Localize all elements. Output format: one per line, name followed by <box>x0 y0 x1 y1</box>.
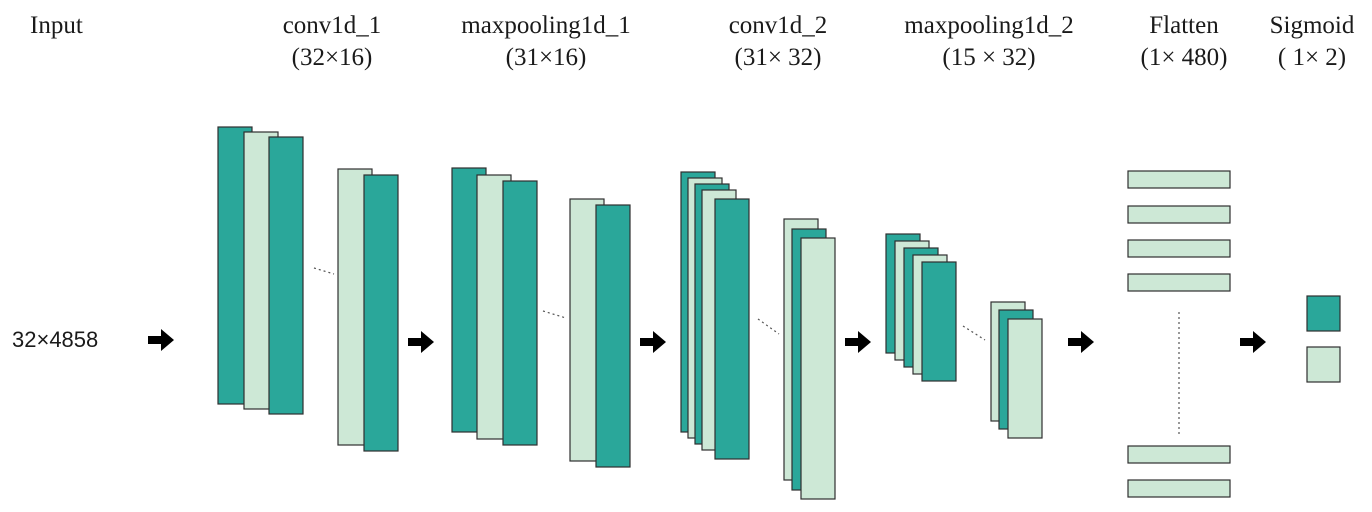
dotted-connector <box>542 310 567 319</box>
layer-name: maxpooling1d_1 <box>461 12 631 39</box>
layer-header-flatten: Flatten (1× 480) <box>1120 10 1248 74</box>
sigmoid-units <box>1306 295 1341 383</box>
layer-name: Sigmoid <box>1269 12 1355 39</box>
layer-header-maxpooling1d-2: maxpooling1d_2 (15 × 32) <box>882 10 1096 74</box>
layer-header-sigmoid: Sigmoid ( 1× 2) <box>1254 10 1370 74</box>
feature-map <box>595 204 631 468</box>
layer-shape: (15 × 32) <box>942 44 1036 71</box>
conv1d-2-feature-maps-last <box>783 218 836 500</box>
layer-shape: (31× 32) <box>734 44 822 71</box>
dotted-connector <box>757 318 780 335</box>
layer-header-conv1d-2: conv1d_2 (31× 32) <box>708 10 848 74</box>
layer-header-conv1d-1: conv1d_1 (32×16) <box>262 10 402 74</box>
flatten-unit <box>1127 170 1231 189</box>
feature-map <box>363 174 399 452</box>
layer-name: conv1d_1 <box>282 12 382 39</box>
feature-map <box>800 237 836 500</box>
sigmoid-unit <box>1306 346 1341 383</box>
flatten-unit <box>1127 445 1231 464</box>
conv1d-1-feature-maps <box>217 126 304 415</box>
arrow-icon <box>1068 331 1094 353</box>
sigmoid-unit <box>1306 295 1341 332</box>
layer-name: Flatten <box>1149 12 1219 39</box>
layer-name: maxpooling1d_2 <box>904 12 1074 39</box>
arrow-icon <box>408 331 434 353</box>
layer-shape: (1× 480) <box>1140 44 1228 71</box>
input-label: Input <box>30 12 83 39</box>
feature-map <box>1007 318 1043 439</box>
dotted-connector <box>962 325 986 341</box>
layer-shape: (31×16) <box>505 44 587 71</box>
flatten-unit <box>1127 479 1231 498</box>
arrow-icon <box>1240 331 1266 353</box>
feature-map <box>714 198 750 460</box>
flatten-unit <box>1127 239 1231 258</box>
conv1d-2-feature-maps <box>680 171 750 460</box>
maxpooling1d-1-feature-maps-last <box>569 198 631 468</box>
layer-shape: ( 1× 2) <box>1277 44 1347 71</box>
maxpooling1d-2-feature-maps-last <box>990 301 1043 439</box>
feature-map <box>268 136 304 415</box>
feature-map <box>502 180 538 446</box>
layer-header-maxpooling1d-1: maxpooling1d_1 (31×16) <box>440 10 652 74</box>
flatten-unit <box>1127 273 1231 292</box>
conv1d-1-feature-maps-last <box>337 168 399 452</box>
input-size-label: 32×4858 <box>12 327 99 352</box>
layer-name: conv1d_2 <box>728 12 828 39</box>
arrow-icon <box>148 329 174 351</box>
arrow-icon <box>640 331 666 353</box>
dotted-connector <box>313 267 335 275</box>
maxpooling1d-1-feature-maps <box>451 167 538 446</box>
flatten-unit <box>1127 205 1231 224</box>
flatten-units <box>1127 170 1231 498</box>
layer-shape: (32×16) <box>291 44 373 71</box>
feature-map <box>921 261 957 382</box>
arrow-icon <box>845 331 871 353</box>
maxpooling1d-2-feature-maps <box>885 233 957 382</box>
